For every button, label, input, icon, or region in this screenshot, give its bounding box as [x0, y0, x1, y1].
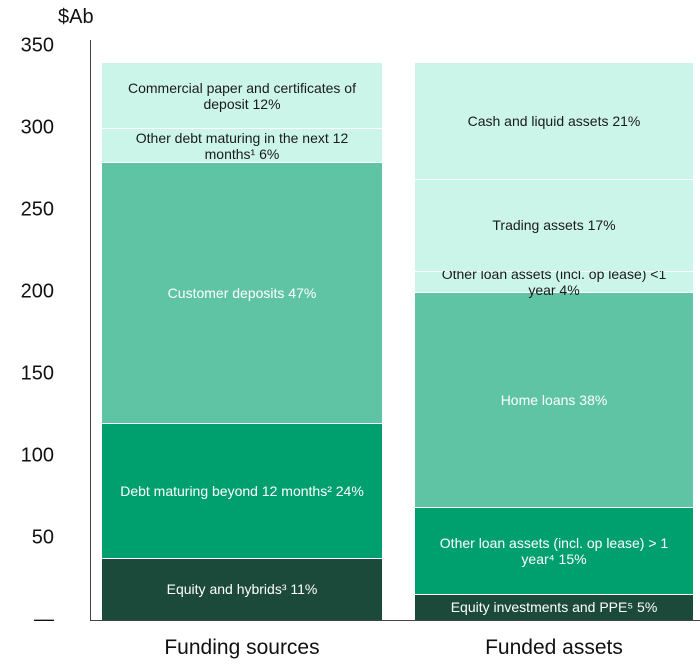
- segment-label: Equity investments and PPE⁵ 5%: [450, 599, 658, 616]
- bar-segment: Equity investments and PPE⁵ 5%: [415, 593, 693, 620]
- segment-label: Customer deposits 47%: [167, 285, 317, 302]
- y-tick-label: 250: [20, 198, 54, 221]
- segment-label: Cash and liquid assets 21%: [467, 113, 641, 130]
- bar-segment: Customer deposits 47%: [102, 162, 382, 424]
- segment-label: Equity and hybrids³ 11%: [166, 581, 318, 598]
- y-tick-label: —: [34, 608, 54, 631]
- bar-segment: Commercial paper and certificates of dep…: [102, 62, 382, 128]
- y-tick-label: 200: [20, 280, 54, 303]
- bar-segment: Equity and hybrids³ 11%: [102, 557, 382, 620]
- y-axis-label: $Ab: [58, 6, 94, 28]
- y-tick-label: 50: [31, 526, 54, 549]
- bar-segment: Other loan assets (incl. op lease) > 1 y…: [415, 506, 693, 594]
- x-tick-label: Funded assets: [485, 636, 623, 659]
- bar-segment: Other loan assets (incl. op lease) <1 ye…: [415, 266, 693, 298]
- y-tick-label: 350: [20, 34, 54, 57]
- segment-label: Trading assets 17%: [492, 217, 616, 234]
- bar-segment: Other debt maturing in the next 12 month…: [102, 128, 382, 163]
- segment-label: Debt maturing beyond 12 months² 24%: [120, 482, 364, 499]
- bar-segment: Home loans 38%: [415, 292, 693, 507]
- bar-segment: Cash and liquid assets 21%: [415, 62, 693, 179]
- x-axis-line: [90, 620, 700, 621]
- y-tick-label: 300: [20, 116, 54, 139]
- segment-label: Home loans 38%: [500, 391, 608, 408]
- segment-label: Other loan assets (incl. op lease) > 1 y…: [439, 534, 669, 567]
- bar-segment: Debt maturing beyond 12 months² 24%: [102, 423, 382, 558]
- x-tick-label: Funding sources: [164, 636, 320, 659]
- segment-label: Other debt maturing in the next 12 month…: [135, 129, 349, 162]
- segment-label: Commercial paper and certificates of dep…: [128, 79, 356, 112]
- y-tick-label: 150: [20, 362, 54, 385]
- y-tick-label: 100: [20, 444, 54, 467]
- y-axis-line: [90, 40, 91, 621]
- bar-segment: Trading assets 17%: [415, 178, 693, 271]
